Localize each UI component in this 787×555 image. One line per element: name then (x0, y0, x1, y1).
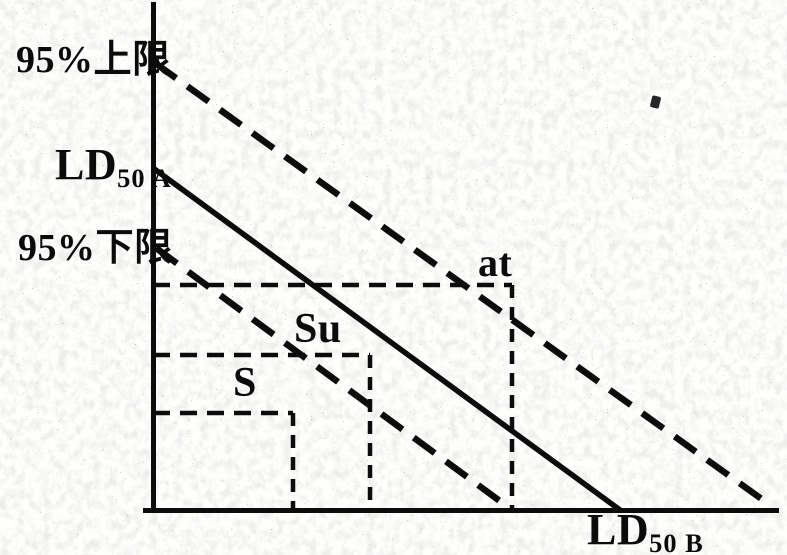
lower-95-limit-label: 95%下限 (18, 227, 173, 269)
point-su-label: Su (294, 306, 342, 352)
ld50a-label: LD50 A (55, 140, 172, 192)
point-at-label: at (478, 240, 513, 285)
ld50b-label-subscript: 50 B (649, 527, 704, 555)
ld50b-label: LD50 B (587, 505, 704, 555)
upper-95-line (153, 60, 765, 503)
ld50a-label-main: LD (55, 140, 118, 189)
upper-95-limit-label: 95%上限 (16, 39, 171, 81)
ld50a-label-subscript: 50 A (117, 162, 172, 193)
ld50b-label-main: LD (587, 505, 650, 554)
point-s-label: S (233, 360, 257, 406)
lower-95-line (154, 245, 510, 510)
additive-line (151, 165, 622, 513)
